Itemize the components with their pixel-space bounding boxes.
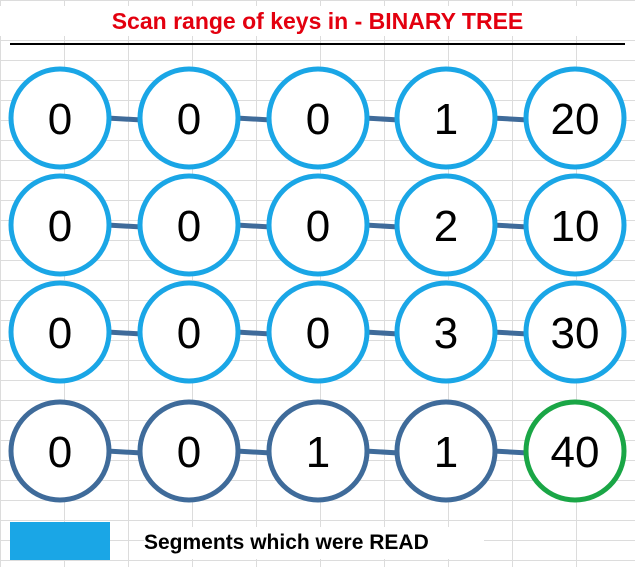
key-segment-value: 40 bbox=[551, 428, 600, 477]
key-segment-circle bbox=[137, 173, 241, 277]
key-segment-circle bbox=[266, 399, 370, 503]
key-segment-node: 0 bbox=[137, 399, 241, 503]
segment-connector bbox=[492, 115, 529, 123]
segment-connector bbox=[106, 222, 143, 230]
key-segment-node: 1 bbox=[266, 399, 370, 503]
segment-connector bbox=[364, 222, 400, 230]
diagram-title: Scan range of keys in - BINARY TREE bbox=[0, 6, 635, 36]
key-segment-node: 30 bbox=[523, 280, 627, 384]
key-segment-node: 3 bbox=[394, 280, 498, 384]
key-segment-node: 0 bbox=[8, 280, 112, 384]
key-segment-node: 0 bbox=[8, 66, 112, 170]
segment-connector bbox=[235, 329, 272, 337]
key-segment-circle bbox=[523, 280, 627, 384]
segment-connector bbox=[364, 329, 400, 337]
key-segment-node: 2 bbox=[394, 173, 498, 277]
key-segment-circle bbox=[8, 173, 112, 277]
segment-connector bbox=[106, 115, 143, 123]
key-segment-node: 40 bbox=[523, 399, 627, 503]
key-segment-value: 0 bbox=[306, 202, 330, 251]
key-segment-circle bbox=[394, 399, 498, 503]
segment-connector bbox=[235, 448, 272, 456]
key-segment-circle bbox=[394, 280, 498, 384]
key-segment-value: 0 bbox=[177, 428, 201, 477]
key-segment-node: 0 bbox=[266, 66, 370, 170]
key-segment-node: 0 bbox=[8, 399, 112, 503]
key-segment-value: 0 bbox=[48, 95, 72, 144]
segment-connector bbox=[492, 222, 529, 230]
key-segment-node: 0 bbox=[8, 173, 112, 277]
key-segment-node: 1 bbox=[394, 399, 498, 503]
legend-swatch bbox=[10, 522, 110, 560]
key-segment-value: 0 bbox=[177, 309, 201, 358]
key-segment-node: 0 bbox=[137, 173, 241, 277]
key-segment-circle bbox=[523, 399, 627, 503]
title-underline bbox=[10, 43, 625, 45]
key-segment-value: 0 bbox=[177, 95, 201, 144]
segment-connector bbox=[364, 448, 400, 456]
key-segment-node: 0 bbox=[137, 280, 241, 384]
key-segment-value: 0 bbox=[48, 202, 72, 251]
key-segment-circle bbox=[523, 66, 627, 170]
key-segment-node: 0 bbox=[266, 173, 370, 277]
segment-connector bbox=[492, 448, 529, 456]
key-segment-value: 20 bbox=[551, 95, 600, 144]
segment-connector bbox=[235, 115, 272, 123]
key-segment-node: 20 bbox=[523, 66, 627, 170]
key-segment-value: 1 bbox=[306, 428, 330, 477]
key-segment-value: 10 bbox=[551, 202, 600, 251]
segment-connector bbox=[492, 329, 529, 337]
key-segment-circle bbox=[266, 173, 370, 277]
key-segment-value: 3 bbox=[434, 309, 458, 358]
key-segment-value: 0 bbox=[306, 95, 330, 144]
key-segment-value: 1 bbox=[434, 428, 458, 477]
key-segment-node: 0 bbox=[137, 66, 241, 170]
key-segment-circle bbox=[394, 173, 498, 277]
segment-connector bbox=[364, 115, 400, 123]
key-segment-circle bbox=[8, 280, 112, 384]
key-segment-value: 0 bbox=[48, 309, 72, 358]
key-segment-circle bbox=[523, 173, 627, 277]
key-segment-circle bbox=[266, 280, 370, 384]
key-segment-circle bbox=[8, 399, 112, 503]
key-segment-node: 0 bbox=[266, 280, 370, 384]
key-segment-value: 0 bbox=[306, 309, 330, 358]
key-segment-node: 10 bbox=[523, 173, 627, 277]
key-segment-value: 0 bbox=[177, 202, 201, 251]
key-segment-circle bbox=[394, 66, 498, 170]
segment-connector bbox=[235, 222, 272, 230]
legend-label: Segments which were READ bbox=[144, 527, 484, 559]
key-segment-node: 1 bbox=[394, 66, 498, 170]
key-segment-circle bbox=[266, 66, 370, 170]
segment-connector bbox=[106, 329, 143, 337]
segment-connector bbox=[106, 448, 143, 456]
key-segment-circle bbox=[137, 399, 241, 503]
key-segment-value: 1 bbox=[434, 95, 458, 144]
key-segment-value: 0 bbox=[48, 428, 72, 477]
key-segment-value: 2 bbox=[434, 202, 458, 251]
key-segment-circle bbox=[137, 66, 241, 170]
key-segment-value: 30 bbox=[551, 309, 600, 358]
key-segment-circle bbox=[8, 66, 112, 170]
key-segment-circle bbox=[137, 280, 241, 384]
